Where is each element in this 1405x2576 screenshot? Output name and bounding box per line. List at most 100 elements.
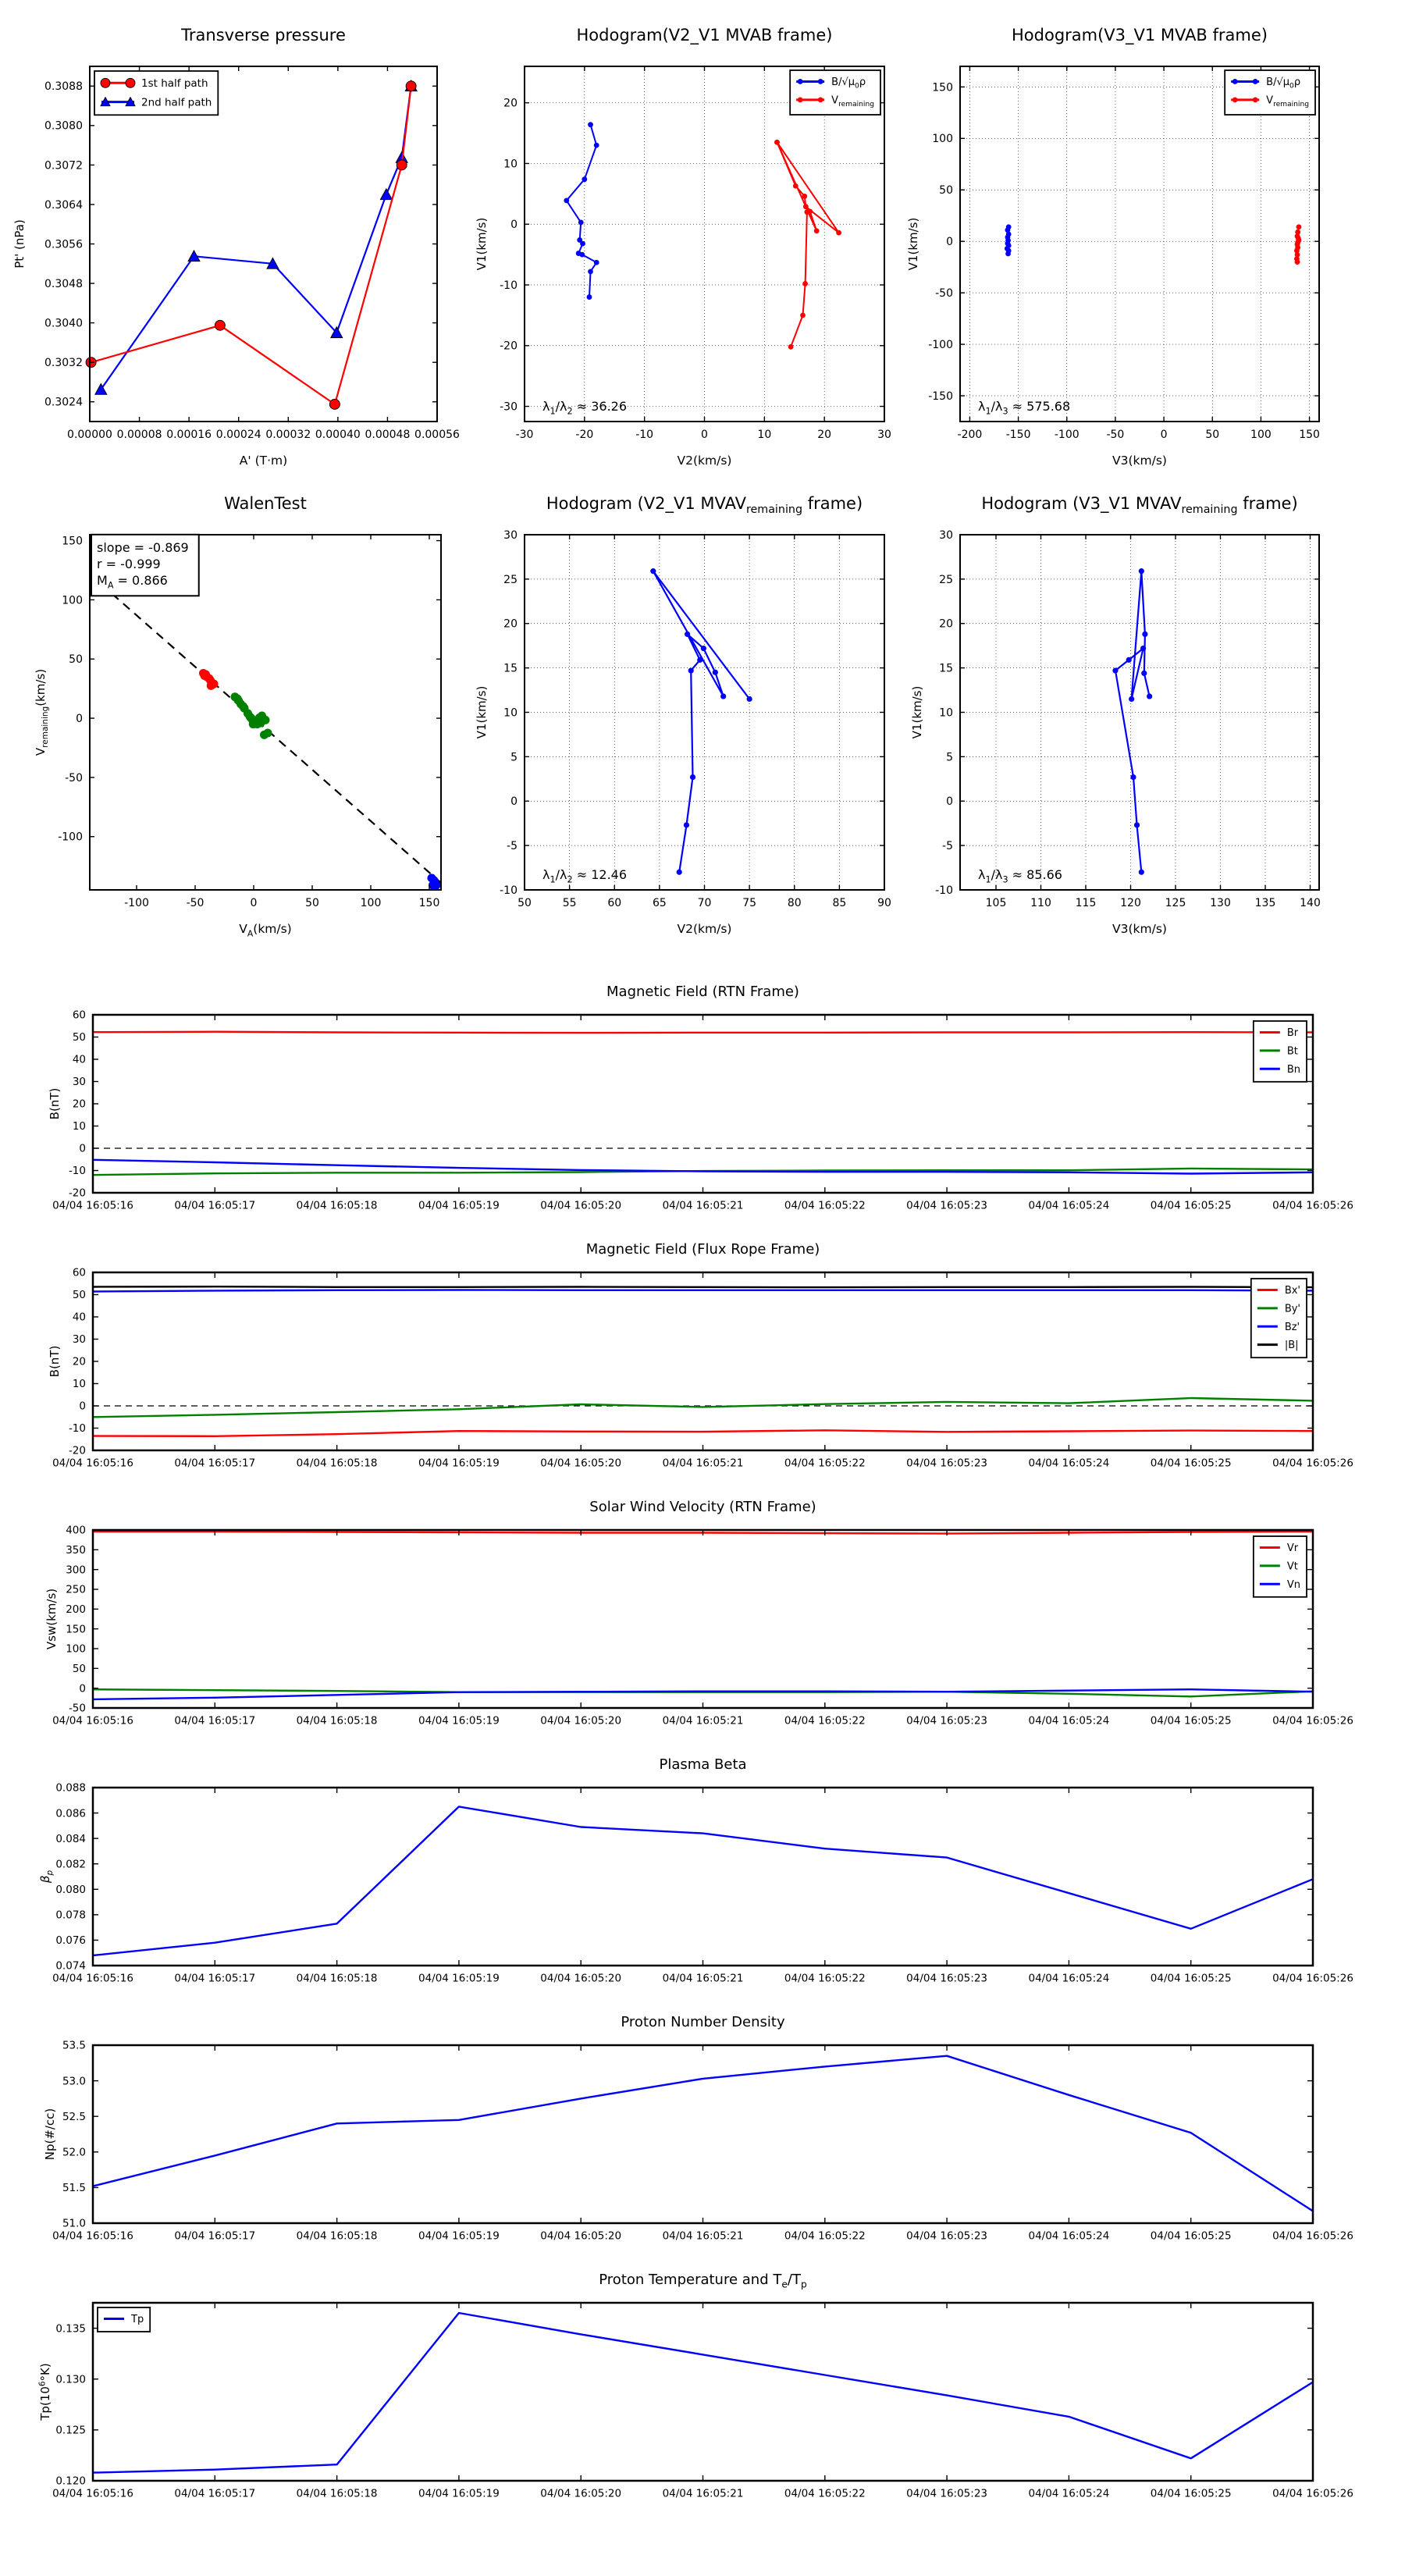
x-tick-label: 04/04 16:05:18 bbox=[297, 1973, 378, 1985]
series-line bbox=[92, 1688, 1314, 1701]
axes-frame bbox=[89, 66, 438, 422]
point-marker bbox=[1141, 670, 1147, 677]
x-tick-label: -50 bbox=[187, 897, 205, 909]
axes-frame bbox=[89, 534, 442, 891]
point-marker bbox=[813, 228, 820, 234]
series-line bbox=[92, 1289, 1314, 1293]
y-tick-label: 0.3040 bbox=[44, 318, 83, 330]
chart-title-magnetic-field-rtn: Magnetic Field (RTN Frame) bbox=[606, 984, 799, 1000]
legend-label: Vr bbox=[1287, 1542, 1299, 1554]
x-tick-label: -100 bbox=[1055, 429, 1080, 441]
point-marker bbox=[586, 294, 592, 300]
x-tick-label: 04/04 16:05:21 bbox=[663, 1973, 744, 1985]
point-marker bbox=[712, 669, 718, 675]
series-line bbox=[776, 141, 840, 347]
point-marker bbox=[1294, 251, 1300, 258]
point-marker bbox=[588, 122, 593, 128]
x-tick-label: 70 bbox=[698, 897, 712, 909]
point-marker bbox=[579, 251, 585, 258]
y-axis-label: Pt' (nPa) bbox=[12, 219, 27, 269]
point-marker bbox=[100, 77, 111, 88]
y-tick-label: 52.5 bbox=[62, 2111, 86, 2123]
chart-hodogram-v2v1-mvab: -30 -20 -10 0 10 20 30 -30 -20 -10 0 10 20 V2(km/s) V1… bbox=[475, 66, 891, 468]
series-line bbox=[92, 1397, 1314, 1418]
y-tick-label: 60 bbox=[73, 1009, 86, 1022]
y-tick-label: 0.3056 bbox=[44, 238, 83, 251]
y-tick-label: 50 bbox=[939, 184, 953, 197]
series-v-remaining bbox=[774, 139, 842, 350]
x-tick-label: 04/04 16:05:22 bbox=[784, 1200, 866, 1212]
x-tick-label: 04/04 16:05:21 bbox=[663, 1200, 744, 1212]
y-axis-label: B(nT) bbox=[48, 1088, 62, 1120]
x-tick-label: 105 bbox=[986, 897, 1007, 909]
y-tick-label: 0.125 bbox=[55, 2425, 86, 2437]
x-tick-label: 04/04 16:05:24 bbox=[1028, 1715, 1109, 1727]
y-tick-label: -5 bbox=[507, 840, 518, 852]
point-marker bbox=[582, 176, 588, 183]
point-marker bbox=[807, 208, 813, 215]
x-tick-label: 130 bbox=[1210, 897, 1231, 909]
point-marker bbox=[802, 281, 808, 286]
x-tick-label: 04/04 16:05:26 bbox=[1272, 1457, 1353, 1470]
x-tick-label: 04/04 16:05:20 bbox=[540, 1457, 621, 1470]
x-tick-label: 04/04 16:05:17 bbox=[174, 1457, 255, 1470]
series-tp bbox=[92, 2311, 1314, 2474]
y-tick-label: 30 bbox=[73, 1076, 86, 1088]
point-marker bbox=[593, 259, 599, 265]
x-tick-label: 120 bbox=[1120, 897, 1141, 909]
point-marker bbox=[1147, 693, 1153, 699]
y-tick-label: 20 bbox=[503, 618, 518, 631]
fit-stats-line: MA = 0.866 bbox=[97, 573, 168, 591]
ticks bbox=[92, 1787, 1314, 1966]
y-tick-label: 20 bbox=[503, 98, 518, 110]
chart-proton-number-density: 04/04 16:05:16 04/04 16:05:17 04/04 16:05:… bbox=[43, 2040, 1353, 2243]
axes-frame bbox=[91, 1271, 1314, 1452]
y-tick-label: 0.080 bbox=[55, 1884, 86, 1896]
x-tick-label: 04/04 16:05:24 bbox=[1028, 2488, 1109, 2500]
y-tick-label: 30 bbox=[503, 529, 518, 542]
point-marker bbox=[746, 696, 752, 703]
x-axis-label: V3(km/s) bbox=[1112, 454, 1167, 468]
chart-magnetic-field-rtn: 04/04 16:05:16 04/04 16:05:17 04/04 16:05:… bbox=[48, 1009, 1353, 1212]
point-marker bbox=[125, 77, 136, 88]
x-tick-label: 04/04 16:05:19 bbox=[418, 1715, 500, 1727]
x-axis-label: V2(km/s) bbox=[678, 454, 732, 468]
y-tick-label: 10 bbox=[503, 706, 518, 719]
x-axis-label: VA(km/s) bbox=[239, 922, 291, 938]
y-tick-label: 250 bbox=[66, 1584, 86, 1596]
y-tick-label: -30 bbox=[500, 400, 518, 413]
y-tick-label: 0.082 bbox=[55, 1858, 86, 1870]
y-tick-label: -50 bbox=[65, 772, 83, 785]
x-tick-label: -150 bbox=[1006, 429, 1031, 441]
y-tick-label: 50 bbox=[73, 1663, 86, 1675]
y-tick-label: 10 bbox=[73, 1120, 86, 1133]
legend-label: B/√μ0ρ bbox=[831, 76, 866, 91]
point-marker bbox=[396, 159, 407, 171]
axes-frame bbox=[91, 1528, 1314, 1710]
ticks bbox=[92, 2044, 1314, 2224]
point-marker bbox=[1112, 667, 1119, 674]
y-tick-label: -100 bbox=[928, 339, 953, 351]
y-tick-label: 51.5 bbox=[62, 2182, 86, 2194]
y-tick-label: 0.3088 bbox=[44, 80, 83, 93]
y-tick-label: 51.0 bbox=[62, 2218, 86, 2230]
eigenvalue-ratio-annotation: λ1/λ2 ≈ 12.46 bbox=[542, 867, 627, 885]
x-tick-label: 04/04 16:05:18 bbox=[297, 1715, 378, 1727]
x-tick-label: 04/04 16:05:16 bbox=[52, 2488, 133, 2500]
legend-frame bbox=[1224, 69, 1316, 116]
x-tick-label: 04/04 16:05:16 bbox=[52, 1200, 133, 1212]
x-tick-label: 04/04 16:05:25 bbox=[1151, 2230, 1232, 2243]
ticks bbox=[524, 534, 885, 891]
point-marker bbox=[797, 79, 803, 84]
x-tick-label: 04/04 16:05:16 bbox=[52, 1715, 133, 1727]
point-marker bbox=[788, 343, 794, 350]
x-tick-label: 0.00032 bbox=[265, 429, 311, 441]
x-tick-label: 30 bbox=[877, 429, 891, 441]
point-marker bbox=[214, 319, 226, 331]
point-marker bbox=[578, 219, 584, 226]
x-tick-label: 04/04 16:05:18 bbox=[297, 2230, 378, 2243]
ticks bbox=[960, 534, 1319, 891]
y-tick-label: 40 bbox=[73, 1054, 86, 1066]
y-tick-label: 10 bbox=[503, 158, 518, 170]
